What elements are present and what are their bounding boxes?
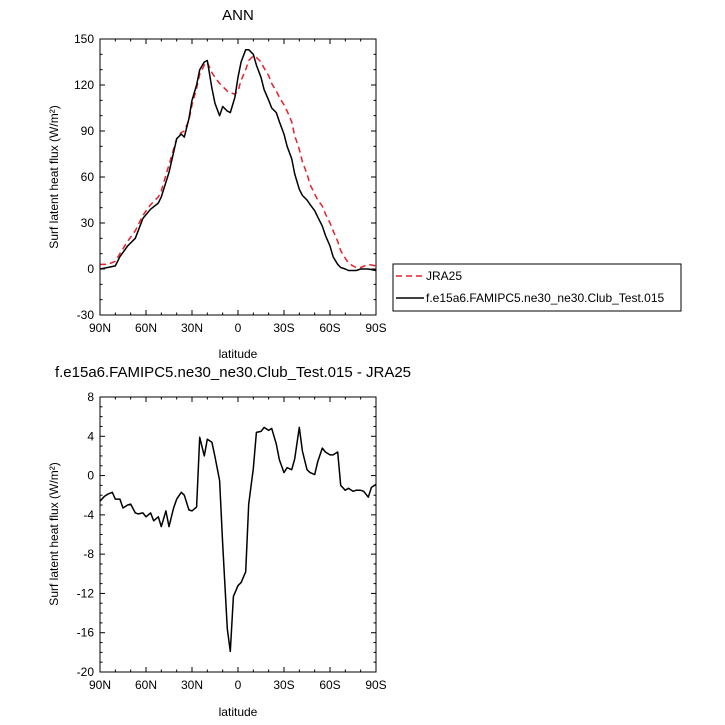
legend-label-model: f.e15a6.FAMIPC5.ne30_ne30.Club_Test.015 xyxy=(426,291,664,305)
bottom-y-tick-label: 0 xyxy=(87,469,94,483)
bottom-x-tick-label: 60N xyxy=(135,678,157,692)
bottom-chart-title: f.e15a6.FAMIPC5.ne30_ne30.Club_Test.015 … xyxy=(55,364,411,381)
top-x-tick-label: 90S xyxy=(365,321,386,335)
bottom-x-axis-label: latitude xyxy=(219,705,258,719)
bottom-x-tick-label: 30N xyxy=(181,678,203,692)
bottom-y-tick-label: 8 xyxy=(87,390,94,404)
bottom-x-tick-label: 0 xyxy=(235,678,242,692)
legend: JRA25 f.e15a6.FAMIPC5.ne30_ne30.Club_Tes… xyxy=(392,263,682,312)
top-y-tick-label: 150 xyxy=(74,32,94,46)
legend-label-jra25: JRA25 xyxy=(426,269,462,283)
bottom-y-tick-label: -20 xyxy=(77,665,95,679)
top-y-tick-label: 90 xyxy=(81,124,95,138)
top-y-tick-label: 60 xyxy=(81,170,95,184)
top-x-tick-label: 60N xyxy=(135,321,157,335)
top-x-tick-label: 0 xyxy=(235,321,242,335)
bottom-y-tick-label: -12 xyxy=(77,586,95,600)
bottom-x-tick-label: 90N xyxy=(89,678,111,692)
bottom-y-tick-label: -4 xyxy=(83,508,94,522)
top-y-tick-label: 0 xyxy=(87,262,94,276)
top-series-group xyxy=(99,48,377,272)
top-series-line-1 xyxy=(99,48,377,272)
bottom-x-tick-label: 90S xyxy=(365,678,386,692)
bottom-series-group xyxy=(99,426,377,653)
bottom-y-tick-label: -8 xyxy=(83,547,94,561)
bottom-x-tick-label: 30S xyxy=(273,678,294,692)
top-x-tick-label: 30S xyxy=(273,321,294,335)
bottom-y-tick-label: 4 xyxy=(87,429,94,443)
top-y-tick-label: 120 xyxy=(74,78,94,92)
bottom-series-line-0 xyxy=(99,426,377,653)
bottom-y-tick-label: -16 xyxy=(77,626,95,640)
top-y-tick-label: 30 xyxy=(81,216,95,230)
bottom-panel: f.e15a6.FAMIPC5.ne30_ne30.Club_Test.015 … xyxy=(47,364,411,719)
bottom-plot-frame xyxy=(99,396,377,673)
bottom-y-axis-label: Surf latent heat flux (W/m²) xyxy=(47,462,61,605)
top-y-axis-label: Surf latent heat flux (W/m²) xyxy=(47,105,61,248)
top-x-tick-label: 30N xyxy=(181,321,203,335)
top-series-line-0 xyxy=(100,55,377,269)
top-x-tick-label: 60S xyxy=(319,321,340,335)
bottom-x-tick-label: 60S xyxy=(319,678,340,692)
top-chart-title: ANN xyxy=(222,7,254,24)
top-panel: ANN 90N 60N 30N 0 30S 60S 90S-300306090120150 … xyxy=(47,7,387,361)
top-x-tick-label: 90N xyxy=(89,321,111,335)
top-x-axis-label: latitude xyxy=(219,347,258,361)
legend-box xyxy=(392,263,682,312)
top-y-tick-label: -30 xyxy=(77,308,95,322)
